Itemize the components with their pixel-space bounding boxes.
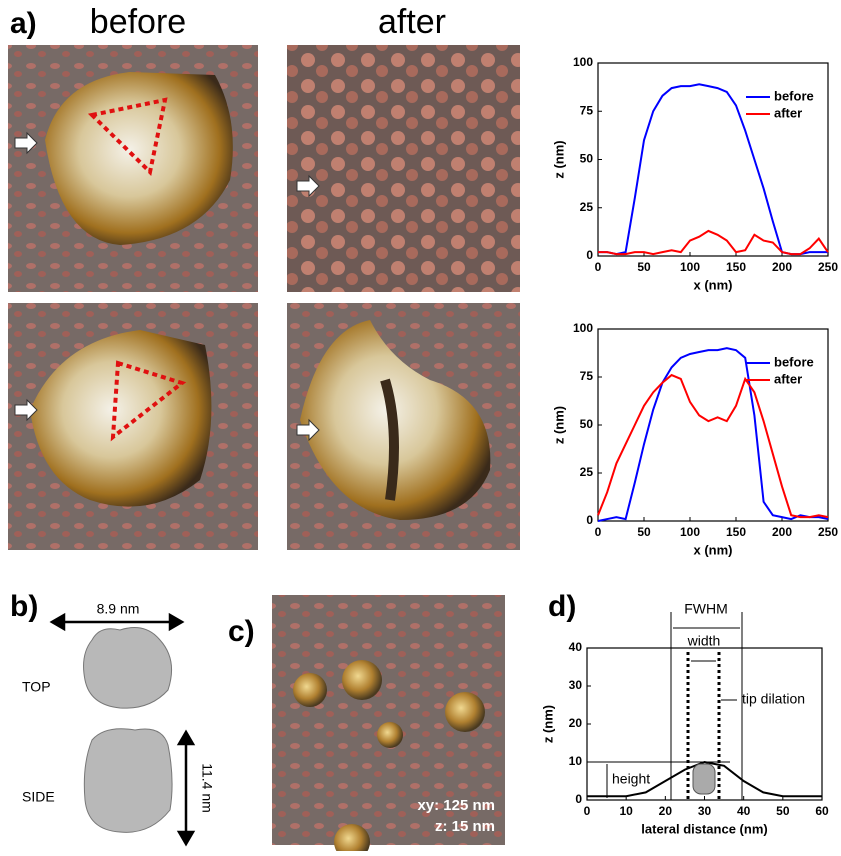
x-tick-label: 200 — [772, 525, 792, 539]
y-tick-label: 100 — [573, 55, 593, 69]
x-tick-label: 250 — [818, 525, 838, 539]
column-header: after — [378, 3, 446, 41]
panel-label: a) — [10, 7, 37, 40]
line-series — [598, 229, 829, 256]
y-tick-label: 20 — [569, 716, 583, 730]
view-label: TOP — [22, 679, 51, 695]
x-tick-label: 0 — [595, 260, 602, 274]
y-tick-label: 75 — [580, 103, 594, 117]
legend-label: before — [774, 88, 814, 103]
x-tick-label: 150 — [726, 260, 746, 274]
molecule-sketch — [49, 612, 196, 847]
y-tick-label: 10 — [569, 754, 583, 768]
x-tick-label: 10 — [619, 804, 633, 818]
annotation: height — [612, 771, 650, 787]
y-tick-label: 0 — [586, 513, 593, 527]
x-tick-label: 20 — [659, 804, 673, 818]
x-tick-label: 200 — [772, 260, 792, 274]
y-axis-label: z (nm) — [551, 406, 566, 444]
panel-label: c) — [228, 615, 255, 648]
annotation: width — [687, 633, 721, 649]
molecule-icon — [692, 763, 716, 795]
y-axis-label: z (nm) — [540, 705, 555, 743]
y-tick-label: 50 — [580, 152, 594, 166]
y-tick-label: 50 — [580, 417, 594, 431]
scale-note: xy: 125 nm — [417, 797, 495, 814]
x-tick-label: 50 — [637, 260, 651, 274]
y-tick-label: 0 — [575, 792, 582, 806]
y-tick-label: 25 — [580, 465, 594, 479]
y-tick-label: 0 — [586, 248, 593, 262]
x-tick-label: 30 — [698, 804, 712, 818]
y-axis-label: z (nm) — [551, 140, 566, 178]
y-tick-label: 25 — [580, 200, 594, 214]
y-tick-label: 30 — [569, 678, 583, 692]
column-header: before — [90, 3, 186, 41]
view-label: SIDE — [22, 789, 55, 805]
x-tick-label: 0 — [584, 804, 591, 818]
panel-label: b) — [10, 590, 38, 623]
y-tick-label: 100 — [573, 321, 593, 335]
legend-label: before — [774, 354, 814, 369]
x-tick-label: 50 — [776, 804, 790, 818]
x-axis-label: x (nm) — [694, 542, 733, 557]
panel-label: d) — [548, 590, 576, 623]
scale-note: z: 15 nm — [435, 818, 495, 835]
x-axis-label: lateral distance (nm) — [641, 821, 767, 836]
x-tick-label: 100 — [680, 525, 700, 539]
x-tick-label: 0 — [595, 525, 602, 539]
annotation: FWHM — [684, 601, 728, 617]
x-tick-label: 60 — [815, 804, 829, 818]
annotation: tip dilation — [742, 691, 805, 707]
y-tick-label: 40 — [569, 640, 583, 654]
y-tick-label: 75 — [580, 369, 594, 383]
x-tick-label: 100 — [680, 260, 700, 274]
line-series — [597, 347, 829, 522]
x-tick-label: 40 — [737, 804, 751, 818]
dimension: 8.9 nm — [97, 601, 140, 617]
dimension: 11.4 nm — [199, 763, 215, 813]
line-series — [597, 373, 829, 519]
legend-label: after — [774, 371, 802, 386]
afm-images — [8, 45, 520, 856]
legend-label: after — [774, 105, 802, 120]
x-tick-label: 250 — [818, 260, 838, 274]
x-tick-label: 150 — [726, 525, 746, 539]
x-axis-label: x (nm) — [694, 277, 733, 292]
x-tick-label: 50 — [637, 525, 651, 539]
